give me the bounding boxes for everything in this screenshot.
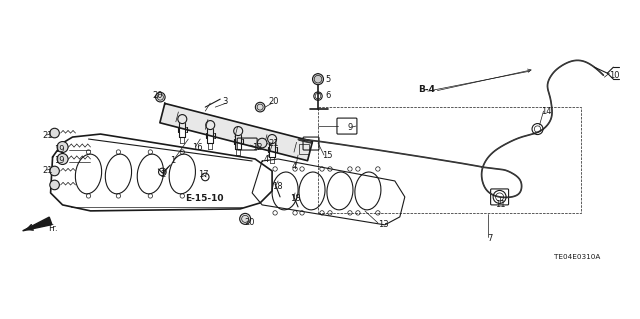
Text: 16: 16: [192, 143, 203, 152]
Circle shape: [255, 102, 265, 112]
Text: 20: 20: [152, 91, 163, 100]
Text: 12: 12: [252, 143, 262, 152]
Polygon shape: [160, 103, 312, 161]
Text: Fr.: Fr.: [49, 224, 58, 234]
Text: 11: 11: [495, 200, 505, 209]
Circle shape: [312, 74, 323, 85]
Text: TE04E0310A: TE04E0310A: [554, 254, 601, 260]
Polygon shape: [22, 217, 52, 231]
Text: 6: 6: [325, 91, 330, 100]
Text: 18: 18: [272, 182, 283, 191]
Text: 2: 2: [161, 170, 166, 180]
Text: 9: 9: [348, 122, 353, 131]
Text: 5: 5: [325, 75, 330, 84]
Text: 21: 21: [268, 138, 278, 147]
Text: 20: 20: [244, 219, 255, 227]
Text: 15: 15: [322, 151, 333, 160]
Text: 4: 4: [292, 162, 298, 172]
Text: 19: 19: [54, 157, 65, 166]
Text: 21: 21: [43, 167, 53, 175]
Text: 4: 4: [264, 154, 269, 164]
Text: B-4: B-4: [418, 85, 435, 94]
Text: 13: 13: [378, 220, 388, 229]
Circle shape: [156, 92, 165, 102]
Text: 17: 17: [198, 170, 209, 180]
Text: 3: 3: [222, 97, 228, 106]
Text: 20: 20: [268, 97, 278, 106]
Circle shape: [57, 142, 68, 152]
Circle shape: [50, 180, 60, 190]
Text: E-15-10: E-15-10: [186, 194, 224, 204]
Text: 14: 14: [541, 107, 552, 115]
Circle shape: [50, 166, 60, 176]
Circle shape: [57, 153, 68, 165]
Text: 7: 7: [488, 234, 493, 243]
Text: 1: 1: [170, 157, 175, 166]
Text: 19: 19: [54, 145, 65, 153]
Circle shape: [239, 213, 251, 224]
Text: 18: 18: [290, 194, 301, 204]
Circle shape: [257, 138, 267, 148]
Text: 21: 21: [43, 130, 53, 139]
Bar: [318, 107, 581, 213]
Text: 10: 10: [609, 71, 620, 80]
Circle shape: [50, 128, 60, 138]
